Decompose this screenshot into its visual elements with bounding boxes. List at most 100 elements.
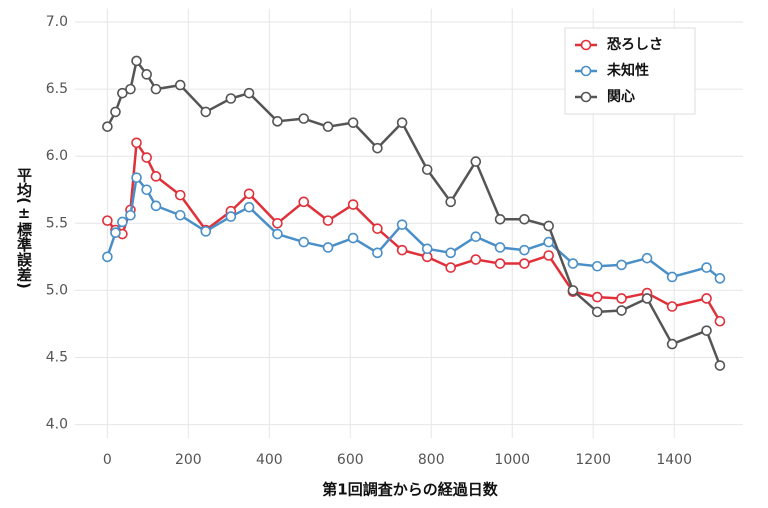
x-tick-label: 200 [175,452,202,468]
legend-label: 恐ろしさ [607,37,663,53]
series-line [106,176,721,280]
point [591,306,603,318]
point [117,216,128,228]
y-tick-label: 4.0 [46,417,68,433]
point [102,121,113,132]
y-tick-label: 5.5 [46,215,68,231]
point [494,242,506,253]
point [396,219,408,230]
point [243,188,255,200]
point [150,83,162,95]
point [714,360,726,371]
point [272,116,283,127]
point [347,199,359,210]
point [591,291,603,303]
y-tick-label: 5.0 [46,282,68,298]
point [567,285,579,296]
point [543,220,554,232]
point [372,223,383,234]
point [298,196,310,208]
point [494,258,506,269]
point [701,262,712,273]
y-axis-title: 平均(±標準誤差) [15,167,33,289]
point [494,213,506,225]
series-line [106,141,722,322]
point [322,242,334,253]
grid [75,8,743,438]
point [110,106,121,118]
point [641,293,653,304]
point [470,231,482,243]
point [131,172,142,183]
x-tick-label: 1000 [494,452,530,468]
point [666,338,678,350]
point [616,305,627,316]
point [445,196,456,208]
point [470,254,482,265]
point [117,87,128,99]
point [243,201,255,213]
point [666,301,678,312]
x-axis-title: 第1回調査からの経過日数 [322,481,498,499]
legend-marker [580,39,592,51]
x-tick-label: 800 [418,452,445,468]
point [272,218,283,229]
point [616,259,627,271]
point [243,87,255,99]
point [225,93,237,104]
point [150,200,162,212]
point [347,232,359,244]
point [701,325,712,336]
legend-marker [580,91,592,103]
point [174,189,186,201]
point [272,228,283,240]
point [141,152,152,163]
point [543,250,554,261]
point [102,251,113,263]
x-tick-label: 600 [337,452,364,468]
point [125,83,136,95]
point [131,137,142,149]
point [174,79,186,91]
point [372,142,383,154]
x-tick-label: 0 [103,452,112,468]
point [200,106,212,118]
y-tick-label: 6.0 [46,148,68,164]
x-tick-label: 400 [256,452,283,468]
y-tick-label: 4.5 [46,349,68,365]
point [591,260,603,272]
point [322,215,334,226]
point [714,315,726,327]
point [421,243,433,255]
point [421,164,433,175]
point [641,252,653,264]
point [298,113,310,124]
point [174,209,186,221]
point [125,209,136,221]
x-tick-label: 1200 [575,452,611,468]
point [141,184,152,196]
point [396,244,408,256]
point [616,293,627,304]
point [714,273,726,284]
point [445,262,456,273]
point [110,227,121,238]
point [470,156,482,167]
point [519,244,530,256]
point [543,236,554,248]
legend-label: 関心 [607,89,635,105]
point [141,69,152,80]
point [701,293,712,304]
point [347,117,359,128]
point [372,247,383,259]
point [322,121,334,132]
point [396,117,408,128]
point [131,55,142,67]
legend-marker [580,65,592,77]
point [150,171,162,182]
point [445,247,456,259]
x-tick-label: 1400 [656,452,692,468]
point [567,258,579,269]
